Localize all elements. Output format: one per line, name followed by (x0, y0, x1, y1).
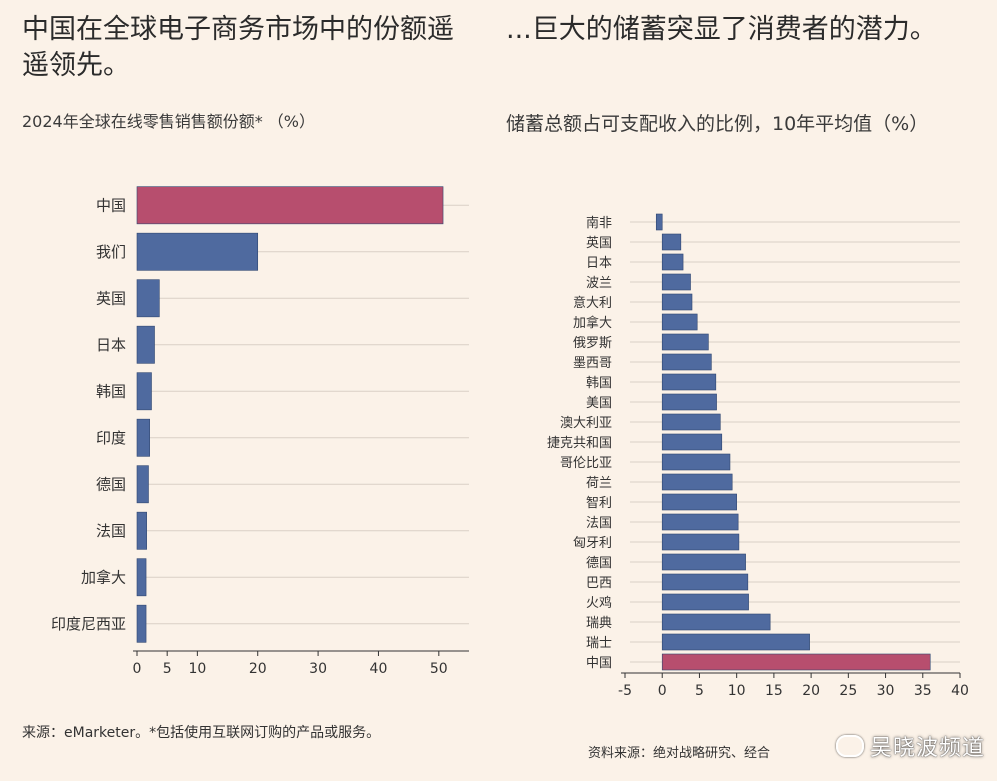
category-label: 韩国 (96, 382, 126, 400)
category-label: 印度 (96, 429, 126, 447)
bar (661, 413, 721, 431)
category-label: 荷兰 (586, 476, 612, 491)
bar (661, 373, 717, 391)
left-source-note: 来源：eMarketer。*包括使用互联网订购的产品或服务。 (22, 725, 381, 741)
bar (136, 558, 147, 597)
category-label: 火鸡 (586, 595, 612, 611)
bar (661, 253, 684, 271)
category-label: 澳大利亚 (560, 415, 612, 431)
x-tick-label: 20 (802, 683, 820, 699)
bar (661, 613, 771, 631)
x-tick-label: 25 (839, 683, 857, 699)
category-label: 南非 (586, 215, 612, 231)
category-label: 瑞典 (586, 616, 612, 631)
category-label: 印度尼西亚 (51, 615, 126, 633)
category-label: 德国 (586, 556, 612, 571)
bar (661, 333, 709, 351)
x-tick-label: 50 (430, 661, 448, 677)
bar (661, 513, 739, 531)
bar (136, 372, 152, 411)
bar (136, 232, 259, 271)
category-label: 韩国 (586, 376, 612, 391)
category-label: 英国 (586, 236, 612, 251)
bar (661, 313, 698, 331)
category-label: 日本 (586, 256, 612, 271)
category-label: 捷克共和国 (547, 436, 612, 451)
x-tick-label: -5 (618, 683, 632, 699)
bar (661, 593, 749, 611)
right-headline: ...巨大的储蓄突显了消费者的潜力。 (506, 14, 937, 45)
x-tick-label: 5 (695, 683, 704, 699)
bar (136, 465, 149, 504)
category-label: 智利 (586, 496, 612, 511)
bar (661, 273, 691, 291)
category-label: 法国 (586, 516, 612, 531)
x-tick-label: 5 (163, 661, 172, 677)
x-tick-label: 30 (309, 661, 327, 677)
bar (661, 573, 749, 591)
x-tick-label: 20 (249, 661, 267, 677)
category-label: 墨西哥 (573, 356, 612, 371)
bar (661, 433, 723, 451)
category-label: 巴西 (586, 576, 612, 591)
left-chart-subtitle: 2024年全球在线零售销售额份额* （%） (22, 112, 316, 131)
category-label: 中国 (586, 656, 612, 671)
bar (661, 633, 810, 651)
bar (136, 186, 444, 225)
x-tick-label: 10 (728, 683, 746, 699)
bar (661, 453, 731, 471)
category-label: 日本 (96, 336, 126, 354)
bar (661, 233, 682, 251)
category-label: 瑞士 (586, 636, 612, 651)
category-label: 法国 (96, 522, 126, 540)
bar (661, 393, 717, 411)
bar (661, 553, 746, 571)
watermark: 吴晓波频道 (835, 730, 985, 762)
category-label: 波兰 (586, 276, 612, 291)
bar (655, 213, 663, 231)
bar (136, 279, 160, 318)
x-tick-label: 30 (877, 683, 895, 699)
x-tick-label: 10 (188, 661, 206, 677)
category-label: 中国 (96, 196, 126, 214)
bar (661, 353, 712, 371)
x-tick-label: 15 (765, 683, 783, 699)
bar (661, 293, 693, 311)
category-label: 加拿大 (573, 315, 612, 331)
x-tick-label: 40 (951, 683, 969, 699)
category-label: 意大利 (573, 295, 612, 311)
left-headline: 中国在全球电子商务市场中的份额遥遥领先。 (22, 14, 454, 81)
x-tick-label: 0 (133, 661, 142, 677)
watermark-text: 吴晓波频道 (869, 736, 985, 761)
bar (661, 533, 740, 551)
x-tick-label: 40 (370, 661, 388, 677)
category-label: 德国 (96, 475, 126, 493)
bar (661, 473, 733, 491)
category-label: 俄罗斯 (573, 336, 612, 351)
category-label: 匈牙利 (573, 536, 612, 551)
right-source-note: 资料来源：绝对战略研究、经合 (588, 746, 771, 761)
category-label: 美国 (586, 396, 612, 411)
category-label: 哥伦比亚 (560, 456, 612, 471)
bar (661, 493, 737, 511)
x-tick-label: 35 (914, 683, 932, 699)
bar (136, 511, 147, 550)
bar (136, 604, 147, 643)
bar (661, 653, 931, 671)
bar (136, 418, 150, 457)
category-label: 英国 (96, 289, 126, 307)
x-tick-label: 0 (658, 683, 667, 699)
category-label: 加拿大 (81, 568, 126, 586)
channel-logo-icon (835, 735, 864, 757)
category-label: 我们 (96, 243, 126, 261)
bar (136, 325, 155, 364)
right-chart-subtitle: 储蓄总额占可支配收入的比例，10年平均值（%） (506, 113, 929, 135)
